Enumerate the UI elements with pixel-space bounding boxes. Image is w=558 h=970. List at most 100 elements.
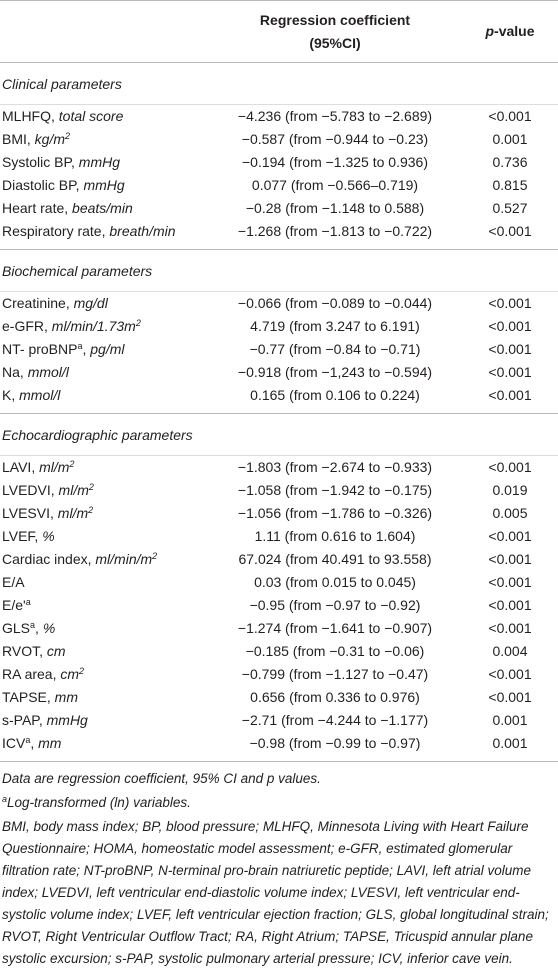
coefficient-cell: −1.803 (from −2.674 to −0.933) xyxy=(237,459,433,475)
coefficient-cell: 67.024 (from 40.491 to 93.558) xyxy=(238,551,432,567)
data-row: Diastolic BP, mmHg 0.077 (from −0.566–0.7… xyxy=(0,174,558,197)
text: GLS xyxy=(2,620,31,636)
coefficient-cell: 0.077 (from −0.566–0.719) xyxy=(251,177,419,193)
text: e-GFR, xyxy=(2,318,52,334)
table-body: Clinical parameters MLHFQ, total score −4.… xyxy=(0,62,558,762)
text: LVEDVI, xyxy=(2,482,59,498)
text: Respiratory rate, xyxy=(2,223,110,239)
data-row: MLHFQ, total score −4.236 (from −5.783 to… xyxy=(0,105,558,129)
superscript: 2 xyxy=(65,131,71,141)
section-title: Clinical parameters xyxy=(0,62,558,105)
text: -value xyxy=(494,23,535,39)
italic-text: mmol/l xyxy=(19,387,61,403)
p-value-cell: <0.001 xyxy=(488,223,532,239)
coefficient-cell: 0.03 (from 0.015 to 0.045) xyxy=(254,574,416,590)
coefficient-cell: 0.656 (from 0.336 to 0.976) xyxy=(250,689,420,705)
section-title: Echocardiographic parameters xyxy=(0,413,558,456)
row-label: E/A xyxy=(0,571,208,594)
data-row: LVEDVI, ml/m2 −1.058 (from −1.942 to −0.1… xyxy=(0,479,558,502)
data-row: NT- proBNPa, pg/ml −0.77 (from −0.84 to −… xyxy=(0,338,558,361)
text: Diastolic BP, xyxy=(2,177,84,193)
data-row: E/A 0.03 (from 0.015 to 0.045) <0.001 xyxy=(0,571,558,594)
row-label: TAPSE, mm xyxy=(0,686,208,709)
text: K, xyxy=(2,387,20,403)
coefficient-cell: −1.268 (from −1.813 to −0.722) xyxy=(237,223,433,239)
data-row: Creatinine, mg/dl −0.066 (from −0.089 to … xyxy=(0,292,558,316)
coefficient-cell: −0.77 (from −0.84 to −0.71) xyxy=(249,341,421,357)
header-coefficient: Regression coefficient (95%CI) xyxy=(208,0,462,63)
text: LVESVI, xyxy=(2,505,58,521)
row-label: ICVa, mm xyxy=(0,732,208,761)
italic-text: Data are regression coefficient, 95% CI … xyxy=(2,771,321,786)
superscript: a xyxy=(2,794,8,804)
text: MLHFQ, xyxy=(2,108,59,124)
italic-text: % xyxy=(42,528,55,544)
table-header: Regression coefficient (95%CI) p-value xyxy=(0,0,558,63)
coefficient-cell: −1.058 (from −1.942 to −0.175) xyxy=(237,482,433,498)
text: s-PAP, xyxy=(2,712,47,728)
p-value-cell: 0.736 xyxy=(492,154,528,170)
data-row: Cardiac index, ml/min/m2 67.024 (from 40.… xyxy=(0,548,558,571)
italic-text: mm xyxy=(54,689,78,705)
italic-text: cm xyxy=(60,666,80,682)
row-label: Cardiac index, ml/min/m2 xyxy=(0,548,208,571)
p-value-cell: <0.001 xyxy=(488,689,532,705)
coefficient-cell: 1.11 (from 0.616 to 1.604) xyxy=(254,528,416,544)
row-label: Respiratory rate, breath/min xyxy=(0,220,208,250)
row-label: s-PAP, mmHg xyxy=(0,709,208,732)
row-label: MLHFQ, total score xyxy=(0,105,208,129)
data-row: LVESVI, ml/m2 −1.056 (from −1.786 to −0.3… xyxy=(0,502,558,525)
row-label: LVEF, % xyxy=(0,525,208,548)
text: , xyxy=(82,341,91,357)
row-label: RVOT, cm xyxy=(0,640,208,663)
p-value-cell: 0.815 xyxy=(492,177,528,193)
coefficient-cell: −0.28 (from −1.148 to 0.588) xyxy=(245,200,425,216)
p-value-cell: <0.001 xyxy=(488,341,532,357)
text: Creatinine, xyxy=(2,295,74,311)
p-value-cell: 0.001 xyxy=(492,712,528,728)
text: RVOT, xyxy=(2,643,47,659)
italic-text: mm xyxy=(38,735,62,751)
row-label: BMI, kg/m2 xyxy=(0,128,208,151)
italic-text: ml/m xyxy=(39,459,70,475)
footnotes: Data are regression coefficient, 95% CI … xyxy=(0,761,558,970)
p-value-cell: <0.001 xyxy=(488,364,532,380)
text: ICV xyxy=(2,735,26,751)
p-value-cell: <0.001 xyxy=(488,459,532,475)
coefficient-cell: −4.236 (from −5.783 to −2.689) xyxy=(237,108,433,124)
section-row: Clinical parameters xyxy=(0,62,558,105)
coefficient-cell: −0.587 (from −0.944 to −0.23) xyxy=(241,131,429,147)
italic-text: ml/min/m xyxy=(95,551,153,567)
italic-text: Log-transformed (ln) variables. xyxy=(7,795,191,810)
data-row: ICVa, mm −0.98 (from −0.99 to −0.97) 0.001 xyxy=(0,732,558,761)
p-value-cell: <0.001 xyxy=(488,620,532,636)
superscript: 2 xyxy=(88,482,94,492)
italic-text: p xyxy=(485,23,495,39)
coefficient-cell: −0.185 (from −0.31 to −0.06) xyxy=(245,643,425,659)
text: NT- proBNP xyxy=(2,341,78,357)
superscript: 2 xyxy=(152,551,158,561)
coefficient-cell: −0.066 (from −0.089 to −0.044) xyxy=(237,295,433,311)
data-row: LAVI, ml/m2 −1.803 (from −2.674 to −0.933… xyxy=(0,456,558,480)
row-label: Na, mmol/l xyxy=(0,361,208,384)
superscript: 2 xyxy=(88,505,94,515)
italic-text: mmHg xyxy=(83,177,125,193)
italic-text: mmol/l xyxy=(27,364,69,380)
section-row: Biochemical parameters xyxy=(0,249,558,292)
footnote: Data are regression coefficient, 95% CI … xyxy=(2,768,556,790)
header-blank xyxy=(0,0,208,63)
row-label: LVESVI, ml/m2 xyxy=(0,502,208,525)
italic-text: ml/m xyxy=(58,482,89,498)
row-label: LVEDVI, ml/m2 xyxy=(0,479,208,502)
italic-text: mmHg xyxy=(78,154,121,170)
italic-text: beats/min xyxy=(72,200,133,216)
data-row: Heart rate, beats/min −0.28 (from −1.148 … xyxy=(0,197,558,220)
data-row: LVEF, % 1.11 (from 0.616 to 1.604) <0.001 xyxy=(0,525,558,548)
p-value-cell: <0.001 xyxy=(488,597,532,613)
coefficient-cell: −0.194 (from −1.325 to 0.936) xyxy=(241,154,428,170)
section-title: Biochemical parameters xyxy=(0,249,558,292)
row-label: Systolic BP, mmHg xyxy=(0,151,208,174)
footnote: BMI, body mass index; BP, blood pressure… xyxy=(2,816,556,970)
text: E/e' xyxy=(2,597,26,613)
italic-text: pg/ml xyxy=(90,341,125,357)
